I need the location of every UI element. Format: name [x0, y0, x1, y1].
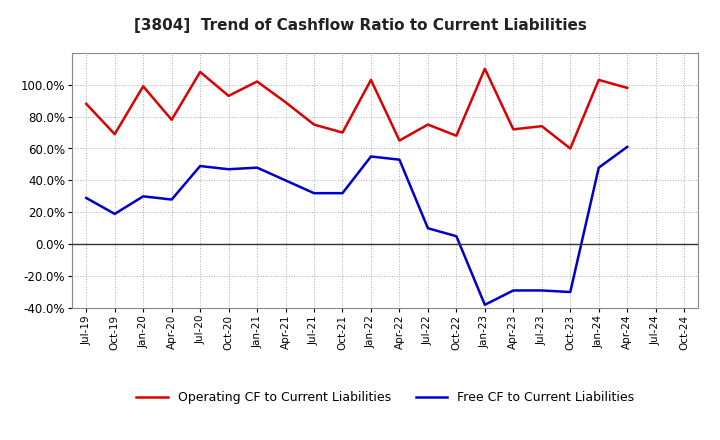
Operating CF to Current Liabilities [452, 133, 461, 138]
Legend: Operating CF to Current Liabilities, Free CF to Current Liabilities: Operating CF to Current Liabilities, Fre… [131, 386, 639, 409]
Free CF to Current Liabilities [338, 191, 347, 196]
Free CF to Current Liabilities [566, 290, 575, 295]
Operating CF to Current Liabilities [566, 146, 575, 151]
Operating CF to Current Liabilities [225, 93, 233, 99]
Free CF to Current Liabilities [225, 167, 233, 172]
Free CF to Current Liabilities [282, 178, 290, 183]
Free CF to Current Liabilities [395, 157, 404, 162]
Free CF to Current Liabilities [253, 165, 261, 170]
Operating CF to Current Liabilities [366, 77, 375, 83]
Operating CF to Current Liabilities [423, 122, 432, 127]
Free CF to Current Liabilities [139, 194, 148, 199]
Text: [3804]  Trend of Cashflow Ratio to Current Liabilities: [3804] Trend of Cashflow Ratio to Curren… [134, 18, 586, 33]
Operating CF to Current Liabilities [338, 130, 347, 135]
Operating CF to Current Liabilities [480, 66, 489, 71]
Operating CF to Current Liabilities [167, 117, 176, 122]
Operating CF to Current Liabilities [395, 138, 404, 143]
Free CF to Current Liabilities [509, 288, 518, 293]
Free CF to Current Liabilities [366, 154, 375, 159]
Free CF to Current Liabilities [196, 163, 204, 169]
Operating CF to Current Liabilities [110, 132, 119, 137]
Operating CF to Current Liabilities [595, 77, 603, 83]
Line: Free CF to Current Liabilities: Free CF to Current Liabilities [86, 147, 627, 305]
Free CF to Current Liabilities [623, 144, 631, 150]
Free CF to Current Liabilities [537, 288, 546, 293]
Free CF to Current Liabilities [452, 234, 461, 239]
Operating CF to Current Liabilities [623, 85, 631, 91]
Free CF to Current Liabilities [167, 197, 176, 202]
Operating CF to Current Liabilities [310, 122, 318, 127]
Operating CF to Current Liabilities [282, 99, 290, 105]
Free CF to Current Liabilities [480, 302, 489, 308]
Line: Operating CF to Current Liabilities: Operating CF to Current Liabilities [86, 69, 627, 148]
Operating CF to Current Liabilities [139, 84, 148, 89]
Free CF to Current Liabilities [423, 226, 432, 231]
Operating CF to Current Liabilities [82, 101, 91, 106]
Free CF to Current Liabilities [82, 195, 91, 201]
Operating CF to Current Liabilities [537, 124, 546, 129]
Free CF to Current Liabilities [310, 191, 318, 196]
Free CF to Current Liabilities [110, 211, 119, 216]
Operating CF to Current Liabilities [509, 127, 518, 132]
Operating CF to Current Liabilities [253, 79, 261, 84]
Free CF to Current Liabilities [595, 165, 603, 170]
Operating CF to Current Liabilities [196, 69, 204, 74]
